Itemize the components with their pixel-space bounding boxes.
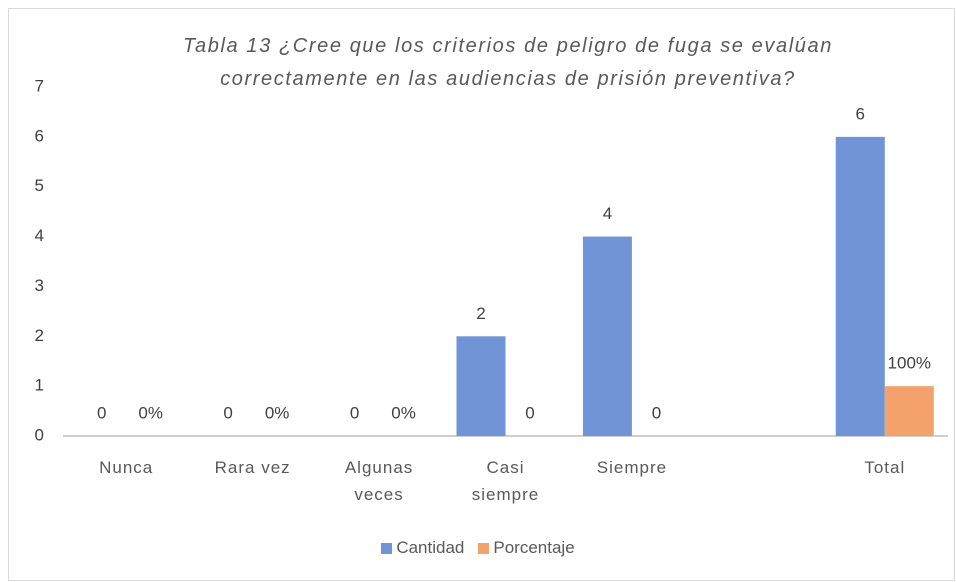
y-tick-label: 2 bbox=[35, 326, 44, 345]
data-label: 4 bbox=[603, 204, 612, 223]
bar bbox=[835, 136, 885, 436]
legend-item: Porcentaje bbox=[478, 538, 575, 558]
chart-border bbox=[8, 8, 955, 581]
chart-title: Tabla 13 ¿Cree que los criterios de peli… bbox=[183, 35, 833, 90]
y-tick-label: 5 bbox=[35, 176, 44, 195]
data-label: 0 bbox=[97, 403, 106, 422]
x-tick-label: Algunas veces bbox=[344, 458, 414, 504]
data-label: 0 bbox=[223, 403, 232, 422]
data-label: 0% bbox=[391, 403, 416, 422]
y-tick-label: 6 bbox=[35, 126, 44, 145]
data-label: 0 bbox=[525, 403, 534, 422]
legend: Cantidad Porcentaje bbox=[0, 538, 956, 558]
y-tick-label: 4 bbox=[35, 226, 44, 245]
bar bbox=[456, 336, 506, 436]
data-label: 6 bbox=[856, 104, 865, 123]
legend-swatch bbox=[478, 542, 490, 554]
x-tick-label: Total bbox=[864, 458, 906, 477]
data-label: 0% bbox=[138, 403, 163, 422]
x-tick-label: Siempre bbox=[596, 458, 668, 477]
legend-swatch bbox=[381, 542, 393, 554]
data-label: 0 bbox=[350, 403, 359, 422]
y-tick-label: 3 bbox=[35, 276, 44, 295]
data-label: 2 bbox=[476, 304, 485, 323]
data-label: 0 bbox=[652, 403, 661, 422]
x-tick-label: Casi siempre bbox=[471, 458, 540, 504]
y-tick-label: 7 bbox=[35, 76, 44, 95]
x-tick-label: Nunca bbox=[99, 458, 154, 477]
x-tick-label: Rara vez bbox=[214, 458, 291, 477]
data-label: 100% bbox=[888, 354, 931, 373]
legend-item: Cantidad bbox=[381, 538, 464, 558]
y-tick-label: 1 bbox=[35, 376, 44, 395]
y-tick-label: 0 bbox=[35, 425, 44, 444]
bar bbox=[884, 386, 934, 436]
legend-label: Cantidad bbox=[396, 538, 465, 557]
data-label: 0% bbox=[265, 403, 290, 422]
legend-label: Porcentaje bbox=[493, 538, 575, 557]
bar bbox=[582, 236, 632, 436]
